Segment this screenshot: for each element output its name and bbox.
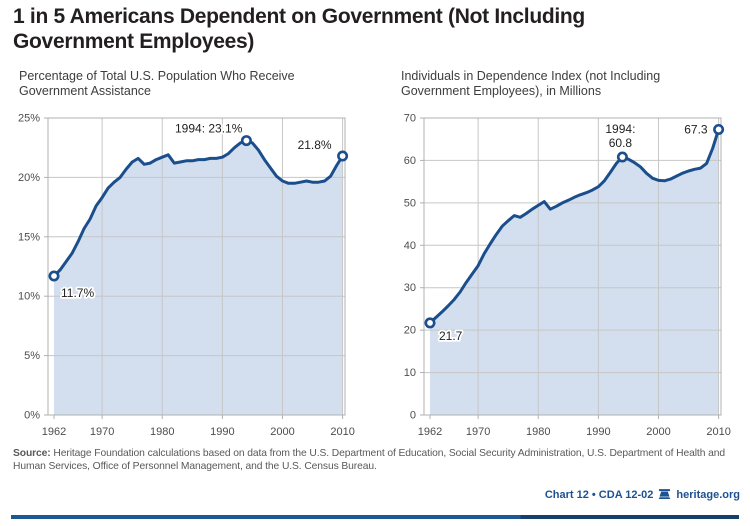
y-tick-label: 25% [18, 113, 40, 125]
data-point-marker [337, 150, 349, 162]
y-tick-label: 0 [410, 410, 416, 422]
y-tick-label: 15% [18, 231, 40, 243]
x-tick-label: 1970 [466, 426, 490, 438]
x-tick-label: 1962 [42, 426, 66, 438]
data-point-marker [240, 135, 252, 147]
y-tick-label: 20 [404, 325, 416, 337]
x-tick-label: 1990 [210, 426, 234, 438]
x-tick-label: 1962 [418, 426, 442, 438]
annotation-label: 60.8 [609, 136, 633, 150]
plot-border [47, 117, 346, 416]
percentage-area-chart: 25% 20% 15% 10% 5% 0%1962 1970 1980 1990 2000 2010… [18, 113, 355, 439]
y-tick-label: 70 [404, 113, 416, 125]
y-tick-label: 40 [404, 240, 416, 252]
y-tick-label: 50 [404, 197, 416, 209]
annotation-label: 1994: 23.1% [175, 122, 243, 136]
trend-line [428, 128, 721, 325]
chart-number: Chart 12 • CDA 12-02 [544, 489, 654, 501]
data-point-marker [424, 317, 436, 329]
footer-rule [11, 515, 739, 519]
data-point-marker [713, 123, 725, 135]
trend-line [52, 139, 345, 278]
area-fill [430, 129, 719, 415]
x-tick-label: 2000 [646, 426, 670, 438]
plot-border [423, 117, 722, 416]
annotation-label: 1994: [605, 122, 635, 136]
liberty-bell-icon [659, 489, 671, 500]
x-tick-label: 1990 [586, 426, 610, 438]
source-text: Heritage Foundation calculations based o… [13, 448, 725, 472]
x-tick-label: 2000 [270, 426, 294, 438]
annotation-label: 11.7% [61, 286, 94, 300]
y-tick-label: 5% [24, 350, 40, 362]
annotation-label: 67.3 [684, 122, 708, 136]
page-title: 1 in 5 Americans Dependent on Government… [13, 5, 585, 53]
x-tick-label: 2010 [330, 426, 354, 438]
heritage-link[interactable]: heritage.org [676, 489, 740, 501]
right-chart-subtitle: Individuals in Dependence Index (not Inc… [401, 69, 661, 98]
data-point-marker [616, 151, 628, 163]
annotation-label: 21.8% [298, 138, 332, 152]
y-tick-label: 10 [404, 367, 416, 379]
x-tick-label: 1980 [526, 426, 550, 438]
left-chart-subtitle: Percentage of Total U.S. Population Who … [19, 69, 295, 98]
y-tick-label: 10% [18, 291, 40, 303]
y-tick-label: 30 [404, 282, 416, 294]
data-point-marker [48, 270, 60, 282]
source-label: Source: [13, 448, 51, 459]
x-tick-label: 1980 [150, 426, 174, 438]
x-tick-label: 2010 [706, 426, 730, 438]
y-tick-label: 60 [404, 155, 416, 167]
source-note: Source: Heritage Foundation calculations… [13, 448, 749, 473]
x-tick-label: 1970 [90, 426, 114, 438]
area-fill [54, 140, 343, 415]
y-tick-label: 0% [24, 410, 40, 422]
y-tick-label: 20% [18, 172, 40, 184]
credit-line: Chart 12 • CDA 12-02 heritage.org [545, 489, 740, 501]
annotation-label: 21.7 [439, 329, 463, 343]
